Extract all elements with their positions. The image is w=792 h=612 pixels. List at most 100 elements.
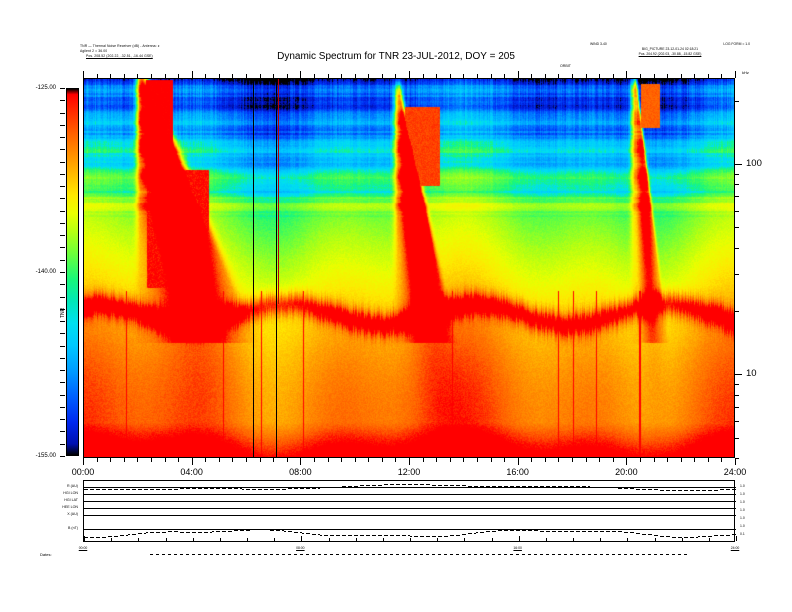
- ephemeris-trace-point: [386, 535, 388, 536]
- ephemeris-trace-point: [582, 531, 584, 532]
- ephemeris-time-tick: [410, 538, 411, 541]
- ephemeris-trace-point: [258, 489, 260, 490]
- ephemeris-trace-point: [362, 535, 364, 536]
- time-axis-tick: [436, 458, 438, 462]
- frequency-axis-tick: [735, 394, 739, 396]
- ephemeris-trace-point: [386, 484, 388, 485]
- ephemeris-trace-point: [518, 530, 520, 531]
- colorbar-tick: [60, 431, 65, 433]
- time-axis-tick: [422, 458, 424, 462]
- ephemeris-trace-point: [596, 487, 598, 488]
- ephemeris-trace-point: [104, 537, 106, 538]
- ephemeris-trace-point: [342, 535, 344, 536]
- ephemeris-trace-point: [306, 533, 308, 534]
- ephemeris-trace-point: [84, 537, 86, 538]
- ephemeris-time-tick: [382, 538, 384, 541]
- ephemeris-trace-point: [348, 486, 350, 487]
- ephemeris-trace-point: [236, 488, 238, 489]
- ephemeris-trace-point: [564, 531, 566, 532]
- ephemeris-trace-point: [606, 487, 608, 488]
- colorbar-tick: [60, 272, 65, 273]
- time-axis-tick: [639, 458, 641, 462]
- ephemeris-trace-point: [96, 489, 98, 490]
- ephemeris-trace-point: [494, 486, 496, 487]
- ephemeris-trace-point: [410, 536, 412, 537]
- time-axis-tick: [735, 458, 736, 465]
- time-axis-tick: [585, 74, 587, 78]
- ephemeris-trace-point: [128, 534, 130, 535]
- ephemeris-trace-point: [378, 485, 380, 486]
- time-axis-tick: [83, 458, 84, 465]
- ephemeris-trace-point: [150, 489, 152, 490]
- ephemeris-trace-point: [428, 536, 430, 537]
- ephemeris-trace-point: [440, 485, 442, 486]
- ephemeris-trace-point: [396, 484, 398, 485]
- time-axis-tick: [150, 74, 152, 78]
- time-axis-tick: [368, 74, 370, 78]
- ephemeris-trace-point: [308, 533, 310, 534]
- colorbar-tick: [60, 210, 65, 212]
- ephemeris-trace-point: [90, 537, 92, 538]
- ephemeris-right-label: 0.1: [740, 532, 745, 536]
- time-axis-tick: [422, 74, 424, 78]
- time-axis-tick: [721, 74, 723, 78]
- ephemeris-trace-point: [110, 489, 112, 490]
- ephemeris-trace-point: [110, 536, 112, 537]
- ephemeris-trace-point: [164, 532, 166, 533]
- ephemeris-trace-point: [302, 488, 304, 489]
- ephemeris-trace-point: [152, 489, 154, 490]
- time-axis-tick: [246, 74, 247, 78]
- ephemeris-trace-point: [504, 530, 506, 531]
- time-axis-tick: [341, 458, 343, 462]
- time-axis-tick: [694, 74, 696, 78]
- ephemeris-trace-point: [102, 537, 104, 538]
- ephemeris-trace-point: [414, 484, 416, 485]
- ephemeris-time-tick: [192, 538, 194, 541]
- ephemeris-baseline: [84, 515, 736, 516]
- ephemeris-trace-point: [218, 488, 220, 489]
- ephemeris-trace-point: [290, 488, 292, 489]
- ephemeris-trace-point: [506, 486, 508, 487]
- ephemeris-trace-point: [114, 489, 116, 490]
- ephemeris-trace-point: [284, 531, 286, 532]
- ephemeris-trace-point: [194, 488, 196, 489]
- ephemeris-trace-point: [204, 532, 206, 533]
- ephemeris-trace-point: [348, 535, 350, 536]
- time-axis-tick: [395, 74, 397, 78]
- ephemeris-trace-point: [578, 531, 580, 532]
- ephemeris-trace-point: [276, 489, 278, 490]
- ephemeris-trace-point: [350, 486, 352, 487]
- ephemeris-trace-point: [434, 485, 436, 486]
- ephemeris-trace-point: [648, 534, 650, 535]
- ephemeris-trace-point: [354, 486, 356, 487]
- time-axis-tick: [381, 458, 383, 462]
- ephemeris-trace-point: [278, 489, 280, 490]
- ephemeris-trace-point: [200, 488, 202, 489]
- ephemeris-baseline: [84, 487, 736, 488]
- ephemeris-trace-point: [98, 537, 100, 538]
- time-axis-tick: [517, 458, 519, 465]
- ephemeris-trace-point: [564, 486, 566, 487]
- ephemeris-trace-point: [666, 536, 668, 537]
- ephemeris-time-tick: [600, 538, 602, 541]
- ephemeris-trace-point: [462, 534, 464, 535]
- ephemeris-trace-point: [632, 532, 634, 533]
- ephemeris-trace-point: [698, 490, 700, 491]
- ephemeris-trace-point: [278, 530, 280, 531]
- ephemeris-trace-point: [396, 535, 398, 536]
- time-axis-tick: [544, 458, 546, 462]
- ephemeris-trace-point: [656, 489, 658, 490]
- ephemeris-trace-point: [630, 532, 632, 533]
- ephemeris-time-tick: [355, 538, 357, 541]
- ephemeris-trace-point: [324, 487, 326, 488]
- ephemeris-trace-point: [702, 490, 704, 491]
- time-axis-tick: [300, 71, 302, 78]
- ephemeris-trace-point: [144, 489, 146, 490]
- time-axis-tick: [694, 458, 696, 462]
- ephemeris-trace-point: [572, 486, 574, 487]
- dynamic-spectrum-plot[interactable]: [83, 78, 735, 458]
- ephemeris-trace-point: [728, 489, 730, 490]
- time-axis-tick: [110, 74, 112, 78]
- ephemeris-trace-point: [468, 533, 470, 534]
- ephemeris-trace-point: [222, 531, 224, 532]
